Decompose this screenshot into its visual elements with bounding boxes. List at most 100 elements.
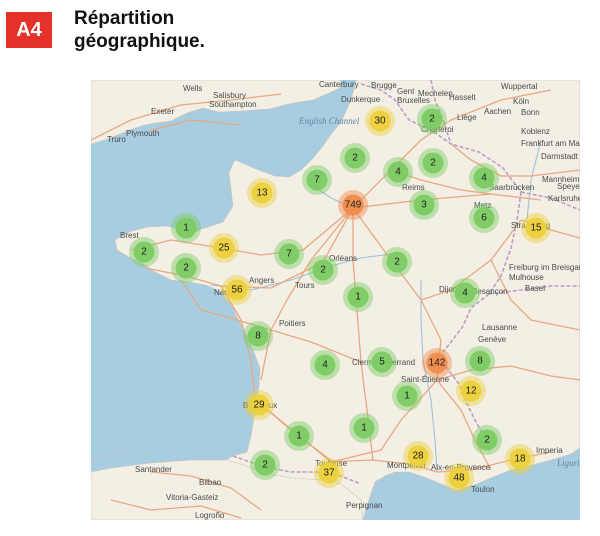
cluster-marker[interactable]: 1 [343,282,373,312]
cluster-marker[interactable]: 25 [209,233,239,263]
cluster-marker[interactable]: 2 [340,143,370,173]
cluster-marker[interactable]: 15 [521,213,551,243]
cluster-marker[interactable]: 6 [469,203,499,233]
cluster-count: 1 [296,431,302,442]
cluster-marker[interactable]: 2 [382,247,412,277]
cluster-marker[interactable]: 18 [505,444,535,474]
cluster-core [422,152,444,174]
cluster-core [387,161,409,183]
cluster-core [413,194,435,216]
cluster-marker[interactable]: 4 [450,278,480,308]
place-mulhouse: Mulhouse [509,273,544,282]
cluster-marker[interactable]: 3 [409,190,439,220]
cluster-core [476,429,498,451]
cluster-core [248,394,270,416]
cluster-marker[interactable]: 56 [222,275,252,305]
cluster-marker[interactable]: 2 [417,104,447,134]
title-line-1: Répartition [74,8,175,29]
cluster-marker[interactable]: 8 [465,346,495,376]
cluster-count: 18 [514,454,526,465]
cluster-core [175,257,197,279]
cluster-marker[interactable]: 2 [472,425,502,455]
cluster-marker[interactable]: 4 [383,157,413,187]
cluster-count: 37 [323,468,335,479]
cluster-core [369,110,391,132]
place-truro: Truro [107,135,126,144]
cluster-marker[interactable]: 4 [469,163,499,193]
cluster-count: 8 [255,331,261,342]
cluster-marker[interactable]: 142 [422,348,452,378]
sea-label-channel: English Channel [298,116,360,126]
place-plymouth: Plymouth [126,129,159,138]
cluster-marker[interactable]: 1 [284,421,314,451]
cluster-marker[interactable]: 1 [392,381,422,411]
cluster-count: 6 [481,213,487,224]
cluster-marker[interactable]: 4 [310,350,340,380]
cluster-marker[interactable]: 1 [349,413,379,443]
place-geneve: Genève [478,335,507,344]
cluster-count: 28 [412,451,424,462]
cluster-count: 1 [404,391,410,402]
place-nantes: Nantes [214,288,239,297]
cluster-core [473,167,495,189]
place-koln: Köln [513,97,529,106]
cluster-marker[interactable]: 749 [338,190,368,220]
cluster-marker[interactable]: 2 [171,253,201,283]
cluster-marker[interactable]: 29 [244,390,274,420]
place-mechelen: Mechelen [418,89,453,98]
cluster-count: 29 [253,400,265,411]
cluster-core [175,217,197,239]
place-perpignan: Perpignan [346,501,382,510]
cluster-marker[interactable]: 48 [444,463,474,493]
cluster-count: 142 [429,358,446,369]
cluster-core [525,217,547,239]
cluster-core [288,425,310,447]
cluster-core [353,417,375,439]
cluster-marker[interactable]: 7 [302,165,332,195]
place-orleans: Orléans [329,254,357,263]
cluster-count: 1 [361,423,367,434]
cluster-marker[interactable]: 8 [243,321,273,351]
cluster-marker[interactable]: 2 [129,237,159,267]
place-mannheim: Mannheim [542,175,580,184]
cluster-marker[interactable]: 2 [308,255,338,285]
cluster-count: 8 [477,356,483,367]
cluster-marker[interactable]: 28 [403,441,433,471]
cluster-marker[interactable]: 30 [365,106,395,136]
cluster-core [460,380,482,402]
cluster-marker[interactable]: 2 [250,450,280,480]
cluster-marker[interactable]: 2 [418,148,448,178]
place-saint-etienne: Saint-Étienne [401,375,450,384]
sea-mediterranean [521,490,580,520]
cluster-count: 2 [352,153,358,164]
cluster-count: 4 [322,360,328,371]
place-freiburg: Freiburg im Breisgau [509,263,580,272]
cluster-count: 2 [394,257,400,268]
cluster-core [386,251,408,273]
place-saarbrucken: Saarbrücken [489,183,534,192]
cluster-marker[interactable]: 5 [367,347,397,377]
place-darmstadt: Darmstadt [541,152,579,161]
place-imperia: Imperia [536,446,563,455]
cluster-marker[interactable]: 12 [456,376,486,406]
place-speyer: Speyer [557,182,580,191]
cluster-marker[interactable]: 37 [314,458,344,488]
land-england [91,80,342,145]
cluster-marker[interactable]: 13 [247,178,277,208]
cluster-count: 15 [530,223,542,234]
cluster-marker[interactable]: 1 [171,213,201,243]
sea-label-ligurian: Ligurian Sea [556,458,580,468]
cluster-core [421,108,443,130]
cluster-core [312,259,334,281]
cluster-count: 13 [256,188,268,199]
cluster-count: 56 [231,285,243,296]
place-montpellier: Montpellier [387,461,426,470]
cluster-count: 2 [262,460,268,471]
cluster-marker[interactable]: 7 [274,239,304,269]
cluster-map[interactable]: Wells Salisbury Southampton Exeter Plymo… [91,80,580,520]
place-tours: Tours [295,281,315,290]
place-metz: Metz [474,201,491,210]
place-karlsruhe: Karlsruhe [548,194,580,203]
section-title: Répartition géographique. [74,7,314,53]
